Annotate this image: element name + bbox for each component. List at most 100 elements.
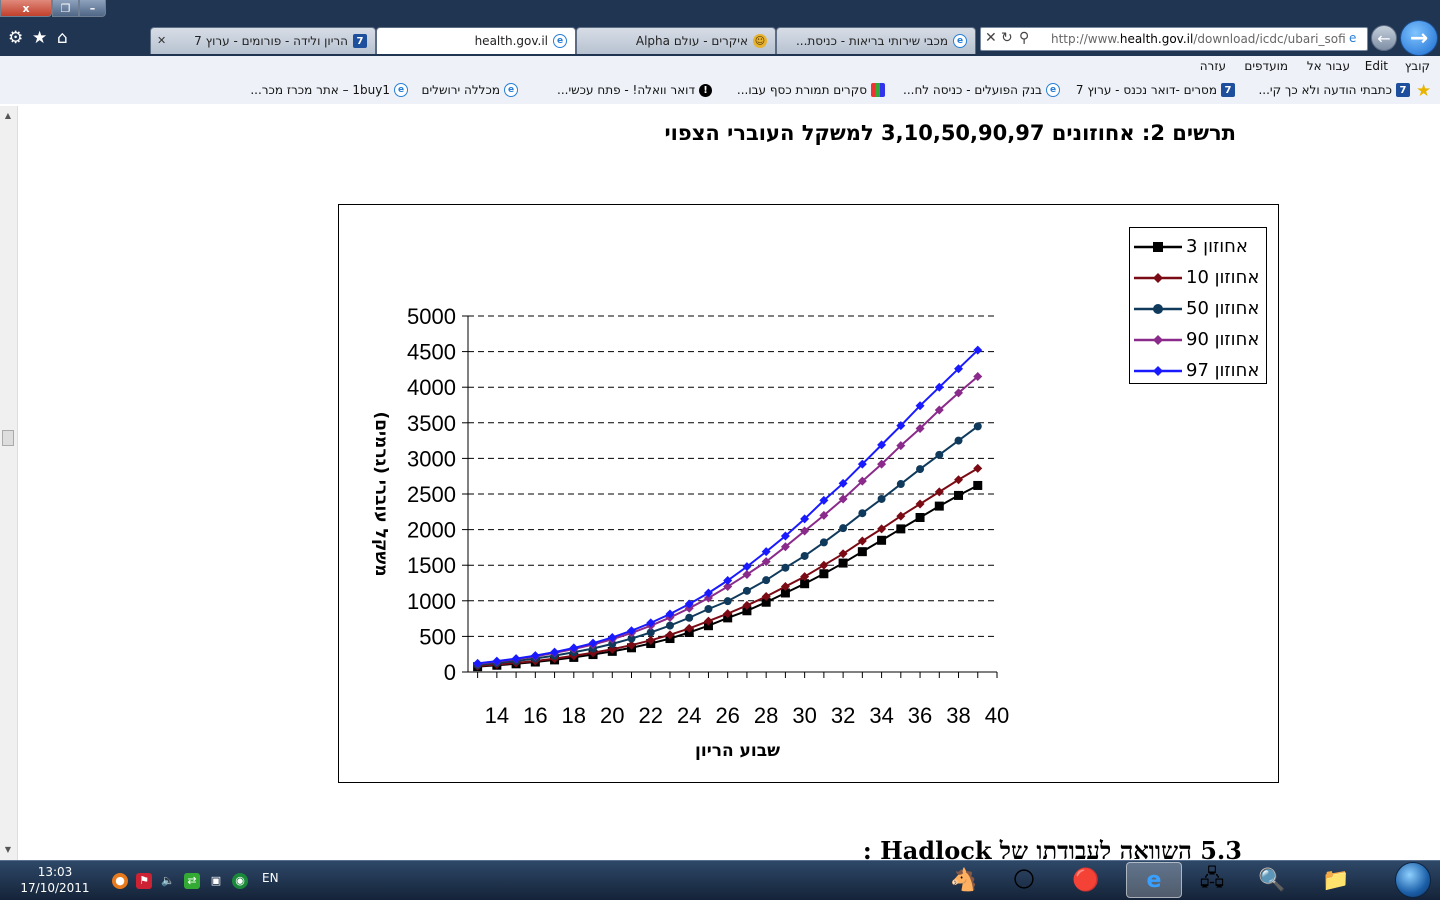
- x-tick-label: 18: [562, 703, 586, 728]
- start-button[interactable]: [1395, 862, 1431, 898]
- legend-swatch: [1134, 304, 1182, 314]
- vertical-scrollbar[interactable]: ▲ ▼: [0, 106, 18, 860]
- x-tick-label: 30: [792, 703, 816, 728]
- menu-bar: קובץ Edit עבור אל מועדפים עזרה: [0, 56, 1440, 78]
- data-point: [703, 593, 713, 603]
- data-point: [877, 535, 887, 545]
- y-tick-label: 2500: [407, 482, 456, 507]
- seven-icon: 7: [1221, 83, 1235, 97]
- favorite-item[interactable]: סקרים תמורת כסף עבו...: [737, 83, 885, 97]
- tab-label: איקרים - עולם Alpha: [635, 34, 748, 48]
- x-tick-label: 16: [523, 703, 547, 728]
- data-point: [819, 538, 828, 547]
- data-point: [800, 572, 810, 582]
- taskbar-media-icon[interactable]: 🔴: [1072, 867, 1100, 893]
- favorite-item[interactable]: e בנק הפועלים - כניסה לח...: [903, 83, 1060, 97]
- data-point: [934, 501, 944, 511]
- menu-file[interactable]: קובץ: [1404, 59, 1430, 73]
- y-tick-label: 5000: [407, 304, 456, 329]
- data-point: [973, 372, 983, 382]
- url-text[interactable]: http://www.health.gov.il/download/icdc/u…: [1051, 32, 1346, 46]
- update-icon[interactable]: ◉: [232, 873, 248, 889]
- data-point: [780, 588, 790, 598]
- tab-pregnancy-forum[interactable]: 7 הריון ולידה - פורומים - ערוץ 7 ✕: [150, 27, 376, 54]
- data-point: [915, 401, 925, 411]
- close-window-button[interactable]: x: [0, 0, 52, 17]
- favorites-star-icon[interactable]: ★: [1416, 81, 1432, 101]
- data-point: [473, 658, 483, 668]
- favorite-item[interactable]: e 1buy1 – אתר מכרז מכר...: [250, 83, 408, 97]
- clock[interactable]: 13:03 17/10/2011: [10, 864, 100, 896]
- taskbar-folder-icon[interactable]: 📁: [1322, 867, 1350, 893]
- scroll-up-icon[interactable]: ▲: [4, 111, 12, 120]
- x-tick-label: 32: [831, 703, 855, 728]
- antivirus-icon[interactable]: ●: [112, 873, 128, 889]
- legend-swatch: [1134, 335, 1182, 345]
- language-indicator[interactable]: EN: [262, 871, 279, 885]
- tab-maccabi[interactable]: e מכבי שירותי בריאות - כניסת...: [776, 27, 976, 54]
- seven-icon: 7: [1396, 83, 1410, 97]
- forward-button[interactable]: →: [1400, 20, 1438, 56]
- restore-window-button[interactable]: ❐: [52, 0, 79, 17]
- menu-goto[interactable]: עבור אל: [1306, 59, 1350, 73]
- data-point: [761, 557, 771, 567]
- volume-icon[interactable]: 🔈: [161, 874, 175, 887]
- taskbar-donkey-app-icon[interactable]: 🐴: [950, 867, 978, 893]
- tab-health-gov[interactable]: e health.gov.il: [376, 27, 576, 54]
- chart-heading: תרשים 2: אחוזונים 3,10,50,90,97 למשקל הע…: [664, 121, 1237, 145]
- tab-alpha-world[interactable]: ☺ איקרים - עולם Alpha: [576, 27, 776, 54]
- favorite-item[interactable]: ! דואר וואלה! - פתח עכשי...: [557, 83, 712, 97]
- data-point: [819, 569, 829, 579]
- gear-icon[interactable]: ⚙: [8, 28, 24, 48]
- data-point: [877, 459, 887, 469]
- address-bar[interactable]: ✕ ↻ ⚲ http://www.health.gov.il/download/…: [980, 27, 1368, 51]
- legend-entry: אחוזון 90: [1134, 327, 1262, 353]
- y-axis-title: משקל עוברי (גרמים): [371, 411, 391, 576]
- x-tick-label: 24: [677, 703, 701, 728]
- favorite-item[interactable]: 7 כתבתי הודעה ולא כך קי...: [1258, 83, 1410, 97]
- favorite-item[interactable]: 7 מסרים -דואר נכנס - ערוץ 7: [1076, 83, 1235, 97]
- data-point: [781, 563, 790, 572]
- home-icon[interactable]: ⌂: [57, 28, 68, 48]
- taskbar-network-icon[interactable]: 🖧: [1199, 866, 1225, 891]
- data-point: [742, 586, 751, 595]
- taskbar-search-icon[interactable]: 🔍: [1258, 867, 1286, 893]
- back-button[interactable]: ←: [1371, 25, 1397, 51]
- data-point: [742, 600, 752, 610]
- data-point: [800, 526, 810, 536]
- favorite-item[interactable]: e מכללה ירושלים: [422, 83, 518, 97]
- data-point: [915, 499, 925, 509]
- menu-favorites[interactable]: מועדפים: [1244, 59, 1288, 73]
- data-point: [627, 634, 636, 643]
- data-point: [973, 422, 982, 431]
- taskbar-ie-icon[interactable]: e: [1126, 862, 1182, 898]
- menu-edit[interactable]: Edit: [1364, 59, 1388, 73]
- legend-swatch: [1134, 242, 1182, 252]
- data-point: [761, 597, 771, 607]
- star-icon[interactable]: ★: [32, 28, 48, 48]
- clock-time: 13:03: [37, 865, 73, 879]
- y-tick-label: 2000: [407, 518, 456, 543]
- scroll-thumb[interactable]: [2, 430, 14, 446]
- seven-icon: 7: [353, 34, 367, 48]
- data-point: [704, 604, 713, 613]
- menu-help[interactable]: עזרה: [1199, 59, 1226, 73]
- data-point: [780, 542, 790, 552]
- data-point: [685, 613, 694, 622]
- network-flag-icon[interactable]: ⚑: [136, 873, 152, 889]
- data-point: [934, 405, 944, 415]
- close-icon[interactable]: ✕: [157, 34, 167, 47]
- legend-swatch: [1134, 366, 1182, 376]
- refresh-icon[interactable]: ↻: [1001, 30, 1013, 46]
- data-point: [684, 623, 694, 633]
- monitor-icon[interactable]: ▣: [210, 874, 222, 887]
- minimize-window-button[interactable]: –: [79, 0, 106, 17]
- search-icon[interactable]: ⚲: [1019, 30, 1030, 46]
- ie-icon: e: [553, 34, 567, 48]
- data-point: [916, 465, 925, 474]
- stop-icon[interactable]: ✕: [985, 30, 997, 46]
- data-point: [665, 630, 675, 640]
- scroll-down-icon[interactable]: ▼: [4, 845, 12, 854]
- usb-icon[interactable]: ⇄: [184, 873, 200, 889]
- taskbar-messenger-icon[interactable]: 🌕: [1012, 867, 1036, 893]
